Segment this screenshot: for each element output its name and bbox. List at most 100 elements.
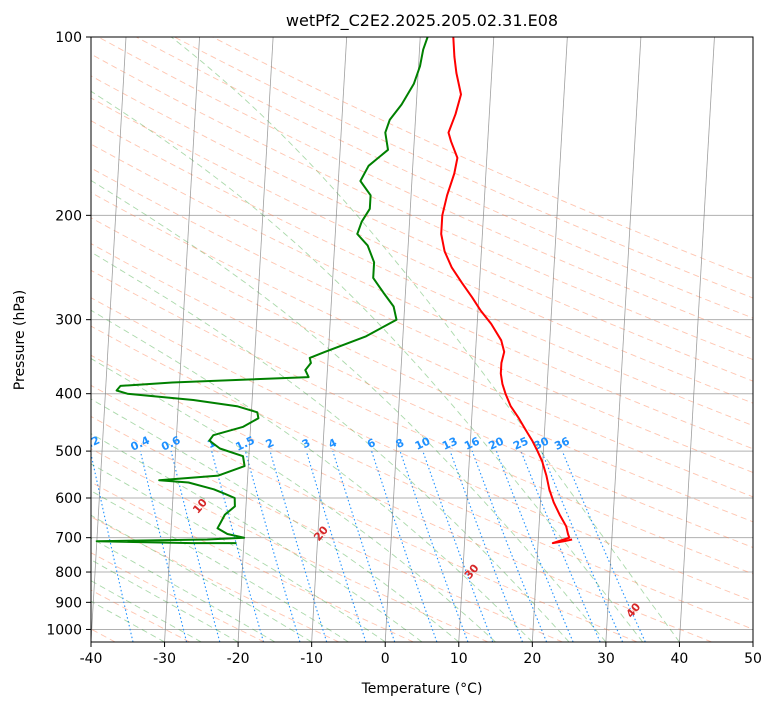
y-tick-label: 900: [55, 595, 82, 611]
isotherm-line: [605, 37, 642, 642]
x-tick-label: 20: [523, 651, 541, 667]
isotherm-line: [679, 37, 715, 642]
moist-adiabat-line: [91, 358, 496, 642]
mixing-ratio-label: 13: [440, 435, 459, 453]
mixing-ratio-line: [520, 450, 601, 642]
dry-adiabat-line: [91, 143, 753, 450]
mixing-ratio-line: [371, 450, 438, 642]
dry-adiabat-label: 10: [190, 496, 210, 516]
mixing-ratio-label: 0.1: [32, 434, 55, 454]
isotherm-line: [384, 37, 421, 642]
moist-adiabat-line: [91, 537, 276, 642]
x-tick-label: 50: [744, 651, 762, 667]
mixing-ratio-line: [170, 450, 221, 642]
y-tick-label: 200: [55, 208, 82, 224]
dry-adiabat-line: [91, 53, 753, 361]
dry-adiabat-line: [91, 552, 265, 642]
dry-adiabat-line: [91, 481, 414, 642]
moist-adiabats: [91, 37, 680, 642]
isotherm-line: [91, 37, 127, 642]
mixing-ratio-line: [211, 450, 265, 642]
mixing-ratio-line: [422, 450, 494, 642]
isotherm-line: [311, 37, 348, 642]
mixing-ratio-label: 16: [462, 434, 482, 452]
y-tick-label: 100: [55, 30, 82, 46]
dry-adiabat-line: [91, 297, 753, 602]
mixing-ratio-line: [139, 450, 188, 642]
moist-adiabat-line: [91, 251, 570, 642]
mixing-ratio-line: [269, 450, 328, 642]
moist-adiabat-line: [91, 490, 349, 642]
chart-title: wetPf2_C2E2.2025.205.02.31.E08: [286, 11, 558, 31]
y-tick-label: 1000: [46, 622, 82, 638]
y-axis-ticks: 100 200 300 400 500 600 700 800 900 1000: [46, 30, 91, 638]
x-axis-label: Temperature (°C): [361, 681, 483, 697]
temperature-profile-line: [440, 37, 573, 545]
x-tick-label: 0: [381, 651, 390, 667]
dry-adiabat-label: 40: [624, 600, 644, 620]
x-tick-label: -40: [80, 651, 103, 667]
dry-adiabat-line: [91, 167, 753, 473]
y-tick-label: 300: [55, 313, 82, 329]
mixing-ratio-line: [471, 450, 548, 642]
mixing-ratio-line: [91, 451, 134, 642]
mixing-ratio-label: 0.2: [79, 434, 102, 454]
mixing-ratio-lines: [91, 450, 646, 642]
dry-adiabat-line: [136, 37, 753, 319]
mixing-ratio-line: [399, 450, 469, 642]
dry-adiabat-line: [91, 120, 753, 427]
dry-adiabat-line: [91, 354, 712, 642]
dry-adiabat-line: [91, 97, 753, 404]
x-axis-ticks: -40 -30 -20 -10 0 10 20 30 40 50: [80, 642, 762, 667]
dry-adiabat-label: 20: [311, 523, 331, 543]
mixing-ratio-line: [305, 450, 367, 642]
plot-frame: [90, 36, 754, 643]
dry-adiabat-line: [91, 448, 489, 642]
dry-adiabat-line: [91, 192, 753, 498]
x-tick-label: -20: [227, 651, 250, 667]
dewpoint-profile-line: [95, 37, 429, 545]
isotherm-line: [531, 37, 568, 642]
moist-adiabat-line: [91, 90, 644, 642]
moist-adiabat-line: [91, 179, 607, 642]
y-tick-label: 800: [55, 565, 82, 581]
x-tick-label: -30: [153, 651, 176, 667]
x-tick-label: -10: [300, 651, 323, 667]
y-tick-label: 500: [55, 444, 82, 460]
mixing-ratio-label: 36: [552, 434, 572, 452]
mixing-ratio-label: 3: [300, 436, 312, 451]
isotherm-line: [237, 37, 274, 642]
mixing-ratio-label: 8: [394, 436, 406, 451]
mixing-ratio-label: 20: [486, 434, 506, 452]
moist-adiabat-line: [91, 559, 239, 642]
mixing-ratio-label: 2: [264, 436, 276, 451]
dry-adiabat-label: 30: [462, 561, 482, 581]
moist-adiabat-line: [91, 463, 386, 642]
moist-adiabat-line: [91, 309, 533, 642]
y-axis-label: Pressure (hPa): [12, 290, 28, 390]
dry-adiabat-line: [91, 269, 753, 575]
mixing-ratio-line: [332, 450, 396, 642]
mixing-ratio-line: [244, 450, 301, 642]
dry-adiabat-line: [91, 589, 190, 642]
plot-lines: -100-90-80-70-60-50-40-30-20-10010203040…: [32, 37, 753, 642]
moist-adiabat-line: [171, 37, 680, 642]
moist-adiabat-line: [91, 580, 202, 642]
mixing-ratio-line: [561, 450, 646, 642]
x-tick-label: 10: [450, 651, 468, 667]
isotherm-line: [752, 635, 753, 642]
mixing-ratio-label: 6: [365, 436, 378, 451]
dry-adiabat-line: [91, 415, 563, 642]
mixing-ratio-label: 10: [413, 434, 433, 452]
moist-adiabat-line: [91, 433, 423, 642]
y-tick-label: 700: [55, 531, 82, 547]
y-tick-label: 400: [55, 387, 82, 403]
y-tick-label: 600: [55, 491, 82, 507]
dry-adiabat-line: [91, 243, 753, 548]
dry-adiabat-line: [91, 384, 638, 642]
isotherm-line: [458, 37, 495, 642]
x-tick-label: 40: [671, 651, 689, 667]
profiles: [95, 37, 573, 545]
x-tick-label: 30: [597, 651, 615, 667]
